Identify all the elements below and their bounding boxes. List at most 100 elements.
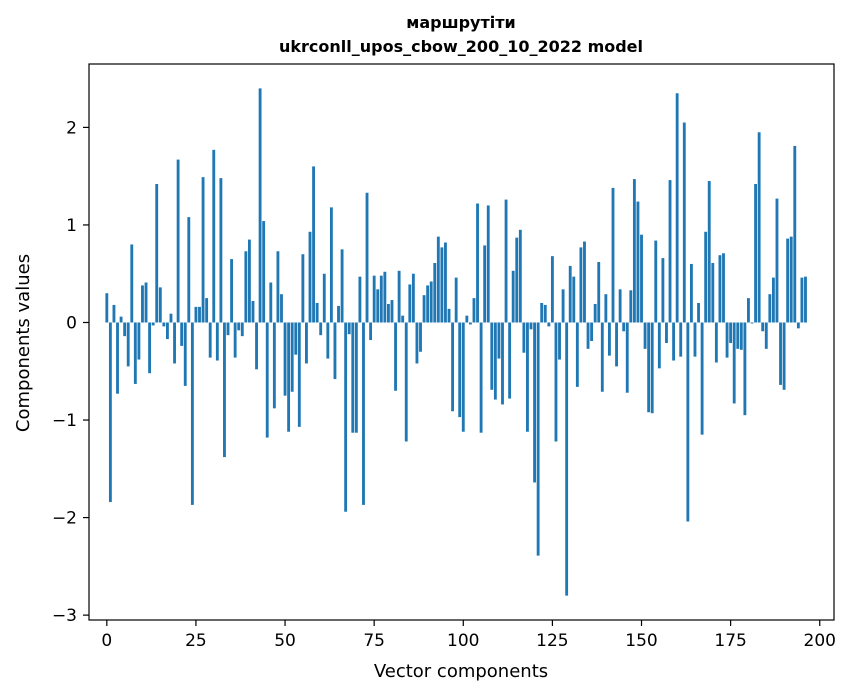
bar bbox=[454, 277, 458, 323]
bar bbox=[743, 322, 747, 416]
bar bbox=[533, 322, 536, 483]
x-tick-label: 125 bbox=[536, 631, 568, 651]
bar bbox=[312, 166, 315, 323]
bar bbox=[508, 322, 512, 399]
bar bbox=[280, 294, 283, 323]
bar bbox=[337, 305, 340, 323]
bar bbox=[796, 322, 800, 329]
bar bbox=[668, 180, 672, 323]
bar bbox=[775, 198, 779, 323]
y-axis: −3 −2 −1 0 1 2 bbox=[52, 118, 89, 626]
bar bbox=[169, 313, 173, 323]
bar bbox=[155, 183, 159, 323]
bar bbox=[586, 322, 590, 349]
bar bbox=[647, 322, 651, 413]
bar bbox=[262, 221, 266, 323]
bar bbox=[497, 322, 501, 359]
bar bbox=[476, 203, 479, 323]
bar bbox=[297, 322, 301, 427]
bar bbox=[654, 240, 658, 323]
x-tick-label: 200 bbox=[804, 631, 836, 651]
bar bbox=[672, 322, 676, 361]
bar bbox=[148, 322, 152, 374]
bar bbox=[194, 306, 198, 323]
bar bbox=[522, 322, 526, 353]
bar bbox=[518, 229, 522, 323]
bar bbox=[269, 282, 273, 323]
bar bbox=[714, 322, 718, 363]
bar bbox=[472, 298, 476, 323]
bar bbox=[682, 122, 686, 323]
bar bbox=[362, 322, 365, 505]
bar bbox=[543, 304, 547, 323]
bar bbox=[697, 302, 700, 323]
bar bbox=[700, 322, 704, 435]
bar bbox=[166, 322, 169, 340]
bar bbox=[141, 285, 144, 323]
bar bbox=[786, 238, 790, 323]
bar bbox=[372, 275, 376, 323]
bar bbox=[686, 322, 690, 522]
bar bbox=[201, 177, 205, 323]
x-axis-label: Vector components bbox=[374, 661, 548, 682]
x-tick-label: 50 bbox=[274, 631, 296, 651]
bar bbox=[629, 290, 633, 323]
bar bbox=[732, 322, 736, 404]
bar bbox=[116, 322, 119, 394]
bar bbox=[394, 322, 397, 391]
bar bbox=[429, 281, 433, 323]
chart-subtitle: ukrconll_upos_cbow_200_10_2022 model bbox=[279, 37, 643, 56]
bar bbox=[583, 241, 586, 323]
y-tick-label: −2 bbox=[52, 509, 77, 529]
bar bbox=[251, 301, 255, 323]
bar bbox=[568, 265, 572, 323]
bar bbox=[219, 178, 223, 323]
bar bbox=[258, 88, 262, 323]
bar bbox=[736, 322, 740, 349]
bar bbox=[119, 316, 123, 323]
bar bbox=[804, 276, 807, 323]
bar bbox=[661, 258, 665, 323]
bar bbox=[761, 322, 765, 332]
bar bbox=[764, 322, 768, 349]
bar bbox=[354, 322, 358, 433]
bar bbox=[754, 183, 757, 323]
bar bbox=[404, 322, 408, 442]
bar bbox=[747, 298, 750, 323]
bar bbox=[657, 322, 661, 369]
bar bbox=[301, 254, 305, 323]
bar bbox=[123, 322, 127, 337]
bar bbox=[283, 322, 287, 396]
bar bbox=[782, 322, 786, 390]
bar bbox=[444, 242, 447, 323]
bar bbox=[768, 294, 772, 323]
bar bbox=[486, 205, 490, 323]
bar bbox=[468, 322, 472, 325]
bar bbox=[608, 322, 611, 356]
bar bbox=[451, 322, 455, 412]
y-tick-label: 1 bbox=[66, 216, 77, 236]
bar bbox=[711, 262, 715, 323]
bar bbox=[789, 236, 793, 323]
bar bbox=[322, 273, 326, 323]
bar bbox=[650, 322, 654, 414]
bar bbox=[604, 294, 608, 323]
bar bbox=[162, 322, 166, 327]
bar bbox=[615, 322, 618, 367]
bar-series bbox=[105, 88, 807, 596]
bar bbox=[126, 322, 130, 367]
bar bbox=[419, 322, 422, 352]
bar bbox=[632, 179, 636, 323]
x-tick-label: 75 bbox=[363, 631, 385, 651]
bar bbox=[144, 282, 148, 323]
bar bbox=[408, 284, 412, 323]
bar bbox=[369, 322, 373, 341]
bar bbox=[183, 322, 187, 386]
bar bbox=[344, 322, 348, 512]
bar bbox=[436, 236, 440, 323]
bar bbox=[237, 322, 241, 331]
bar bbox=[130, 244, 134, 323]
bar bbox=[108, 322, 112, 502]
bar bbox=[112, 304, 116, 323]
